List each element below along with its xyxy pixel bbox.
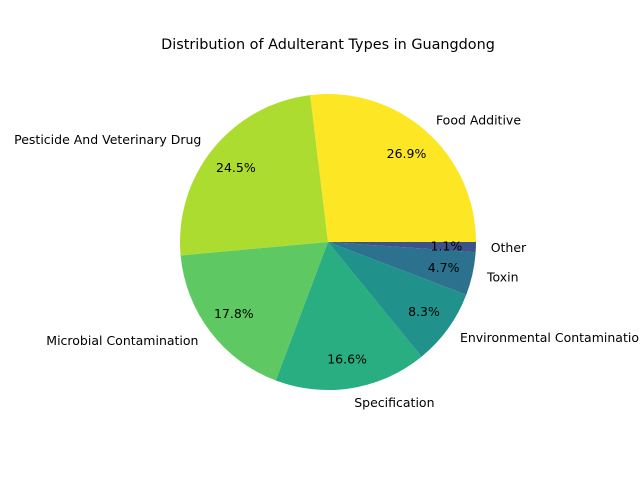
slice-percent-toxin: 4.7% bbox=[428, 260, 460, 275]
slice-percent-specification: 16.6% bbox=[327, 351, 367, 366]
pie-slice-toxin bbox=[328, 242, 476, 295]
slice-percent-environmental-contamination: 8.3% bbox=[408, 304, 440, 319]
pie-slice-other bbox=[328, 242, 476, 253]
slice-label-food-additive: Food Additive bbox=[436, 113, 521, 128]
slice-percent-microbial-contamination: 17.8% bbox=[214, 306, 254, 321]
slice-label-environmental-contamination: Environmental Contamination bbox=[460, 330, 640, 345]
pie-labels: Food Additive 26.9% Pesticide And Veterina… bbox=[14, 113, 640, 411]
slice-percent-other: 1.1% bbox=[430, 239, 462, 254]
slice-label-specification: Specification bbox=[354, 395, 434, 410]
slice-label-microbial-contamination: Microbial Contamination bbox=[46, 333, 198, 348]
pie-slice-environmental-contamination bbox=[328, 242, 467, 357]
pie-slice-pesticide-and-veterinary-drug bbox=[180, 95, 328, 256]
pie-slice-microbial-contamination bbox=[180, 242, 328, 381]
slice-percent-pesticide-and-veterinary-drug: 24.5% bbox=[216, 160, 256, 175]
pie-slices bbox=[180, 93, 476, 391]
slice-label-toxin: Toxin bbox=[486, 270, 519, 285]
slice-percent-food-additive: 26.9% bbox=[387, 146, 427, 161]
chart-title: Distribution of Adulterant Types in Guan… bbox=[161, 37, 495, 53]
slice-label-pesticide-and-veterinary-drug: Pesticide And Veterinary Drug bbox=[14, 132, 201, 147]
pie-slice-specification bbox=[275, 242, 422, 391]
pie-slice-food-additive bbox=[310, 93, 476, 242]
slice-label-other: Other bbox=[491, 240, 527, 255]
